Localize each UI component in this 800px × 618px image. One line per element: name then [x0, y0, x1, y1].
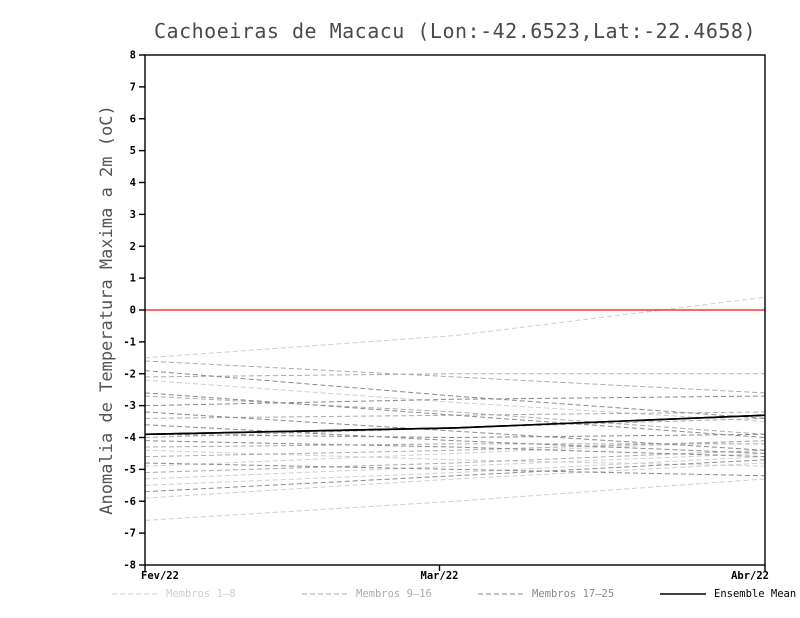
member-line [144, 459, 766, 493]
member-line [144, 478, 766, 521]
member-line [144, 411, 766, 419]
member-line [144, 296, 766, 359]
member-line [144, 462, 766, 499]
member-line [144, 440, 766, 458]
member-line [144, 456, 766, 486]
y-tick-label: 0 [130, 305, 136, 317]
member-line [144, 360, 766, 394]
y-tick-label: 5 [130, 145, 136, 157]
x-tick-label: Abr/22 [731, 570, 769, 582]
member-line [144, 433, 766, 439]
legend-item: Membros 1–8 [112, 588, 236, 600]
member-line [144, 449, 766, 474]
y-tick-label: 2 [130, 241, 136, 253]
member-line [144, 462, 766, 477]
ensemble-mean-line [144, 414, 766, 436]
y-tick-label: 6 [130, 113, 136, 125]
member-line [144, 373, 765, 378]
y-tick-label: -2 [123, 368, 136, 380]
member-line [144, 449, 766, 467]
member-line [144, 452, 766, 480]
member-line [144, 417, 766, 438]
member-line [144, 440, 766, 458]
y-tick-label: 3 [130, 209, 136, 221]
y-axis-label: Anomalia de Temperatura Maxima a 2m (oC) [97, 105, 117, 514]
y-tick-label: -7 [123, 528, 136, 540]
chart-legend: Membros 1–8 Membros 9–16 Membros 17–25 Ense… [112, 588, 796, 600]
plot-area: -8 -7 -6 -5 -4 -3 -2 -1 0 1 2 3 4 5 6 7 8 Fev/22 Mar/22 Abr… [123, 50, 769, 583]
y-tick-label: -1 [123, 336, 136, 348]
y-tick-label: -8 [123, 560, 136, 572]
chart-title: Cachoeiras de Macacu (Lon:-42.6523,Lat:-… [154, 19, 756, 43]
member-line [144, 370, 766, 419]
member-line [144, 443, 765, 448]
legend-label: Ensemble Mean [714, 588, 796, 600]
member-line [144, 395, 766, 407]
member-line [144, 392, 766, 438]
ensemble-mean-line [144, 414, 766, 436]
legend-item: Ensemble Mean [660, 588, 796, 600]
y-tick-label: 7 [130, 81, 136, 93]
member-line [144, 379, 766, 423]
y-tick-label: -6 [123, 496, 136, 508]
legend-label: Membros 1–8 [166, 588, 236, 600]
x-tick-label: Fev/22 [141, 570, 179, 582]
y-tick-label: 1 [130, 273, 136, 285]
y-tick-label: 8 [130, 50, 136, 62]
y-tick-label: -5 [123, 464, 136, 476]
legend-label: Membros 9–16 [356, 588, 432, 600]
legend-item: Membros 9–16 [302, 588, 432, 600]
x-tick-label: Mar/22 [421, 570, 459, 582]
y-tick-label: 4 [130, 177, 136, 189]
y-tick-label: -4 [123, 432, 136, 444]
legend-item: Membros 17–25 [478, 588, 614, 600]
legend-label: Membros 17–25 [532, 588, 614, 600]
member-line [144, 424, 766, 454]
y-tick-label: -3 [123, 400, 136, 412]
